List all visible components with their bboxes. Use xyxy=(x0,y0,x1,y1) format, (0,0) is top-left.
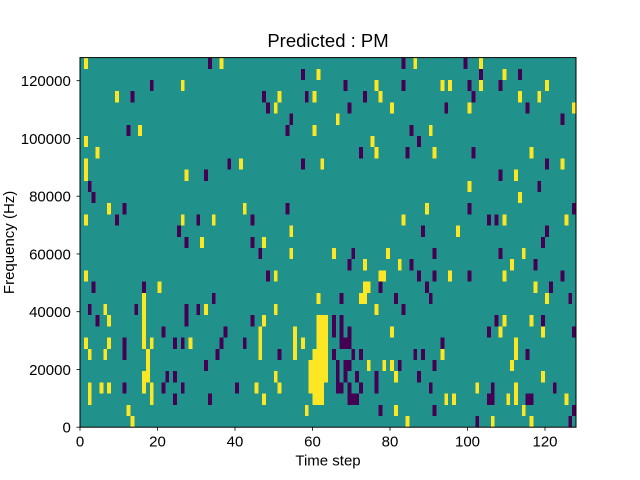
svg-text:20: 20 xyxy=(149,434,166,451)
svg-text:80: 80 xyxy=(382,434,399,451)
svg-text:60: 60 xyxy=(304,434,321,451)
svg-text:Time step: Time step xyxy=(295,453,360,470)
svg-text:120000: 120000 xyxy=(21,73,71,90)
svg-text:100000: 100000 xyxy=(21,131,71,148)
svg-text:40000: 40000 xyxy=(29,304,71,321)
svg-text:0: 0 xyxy=(76,434,84,451)
svg-text:100: 100 xyxy=(455,434,480,451)
svg-text:20000: 20000 xyxy=(29,362,71,379)
svg-text:Predicted : PM: Predicted : PM xyxy=(267,30,388,51)
svg-text:120: 120 xyxy=(532,434,557,451)
svg-text:60000: 60000 xyxy=(29,246,71,263)
svg-text:0: 0 xyxy=(62,420,70,437)
svg-text:Frequency (Hz): Frequency (Hz) xyxy=(1,191,18,294)
svg-text:40: 40 xyxy=(227,434,244,451)
svg-text:80000: 80000 xyxy=(29,189,71,206)
